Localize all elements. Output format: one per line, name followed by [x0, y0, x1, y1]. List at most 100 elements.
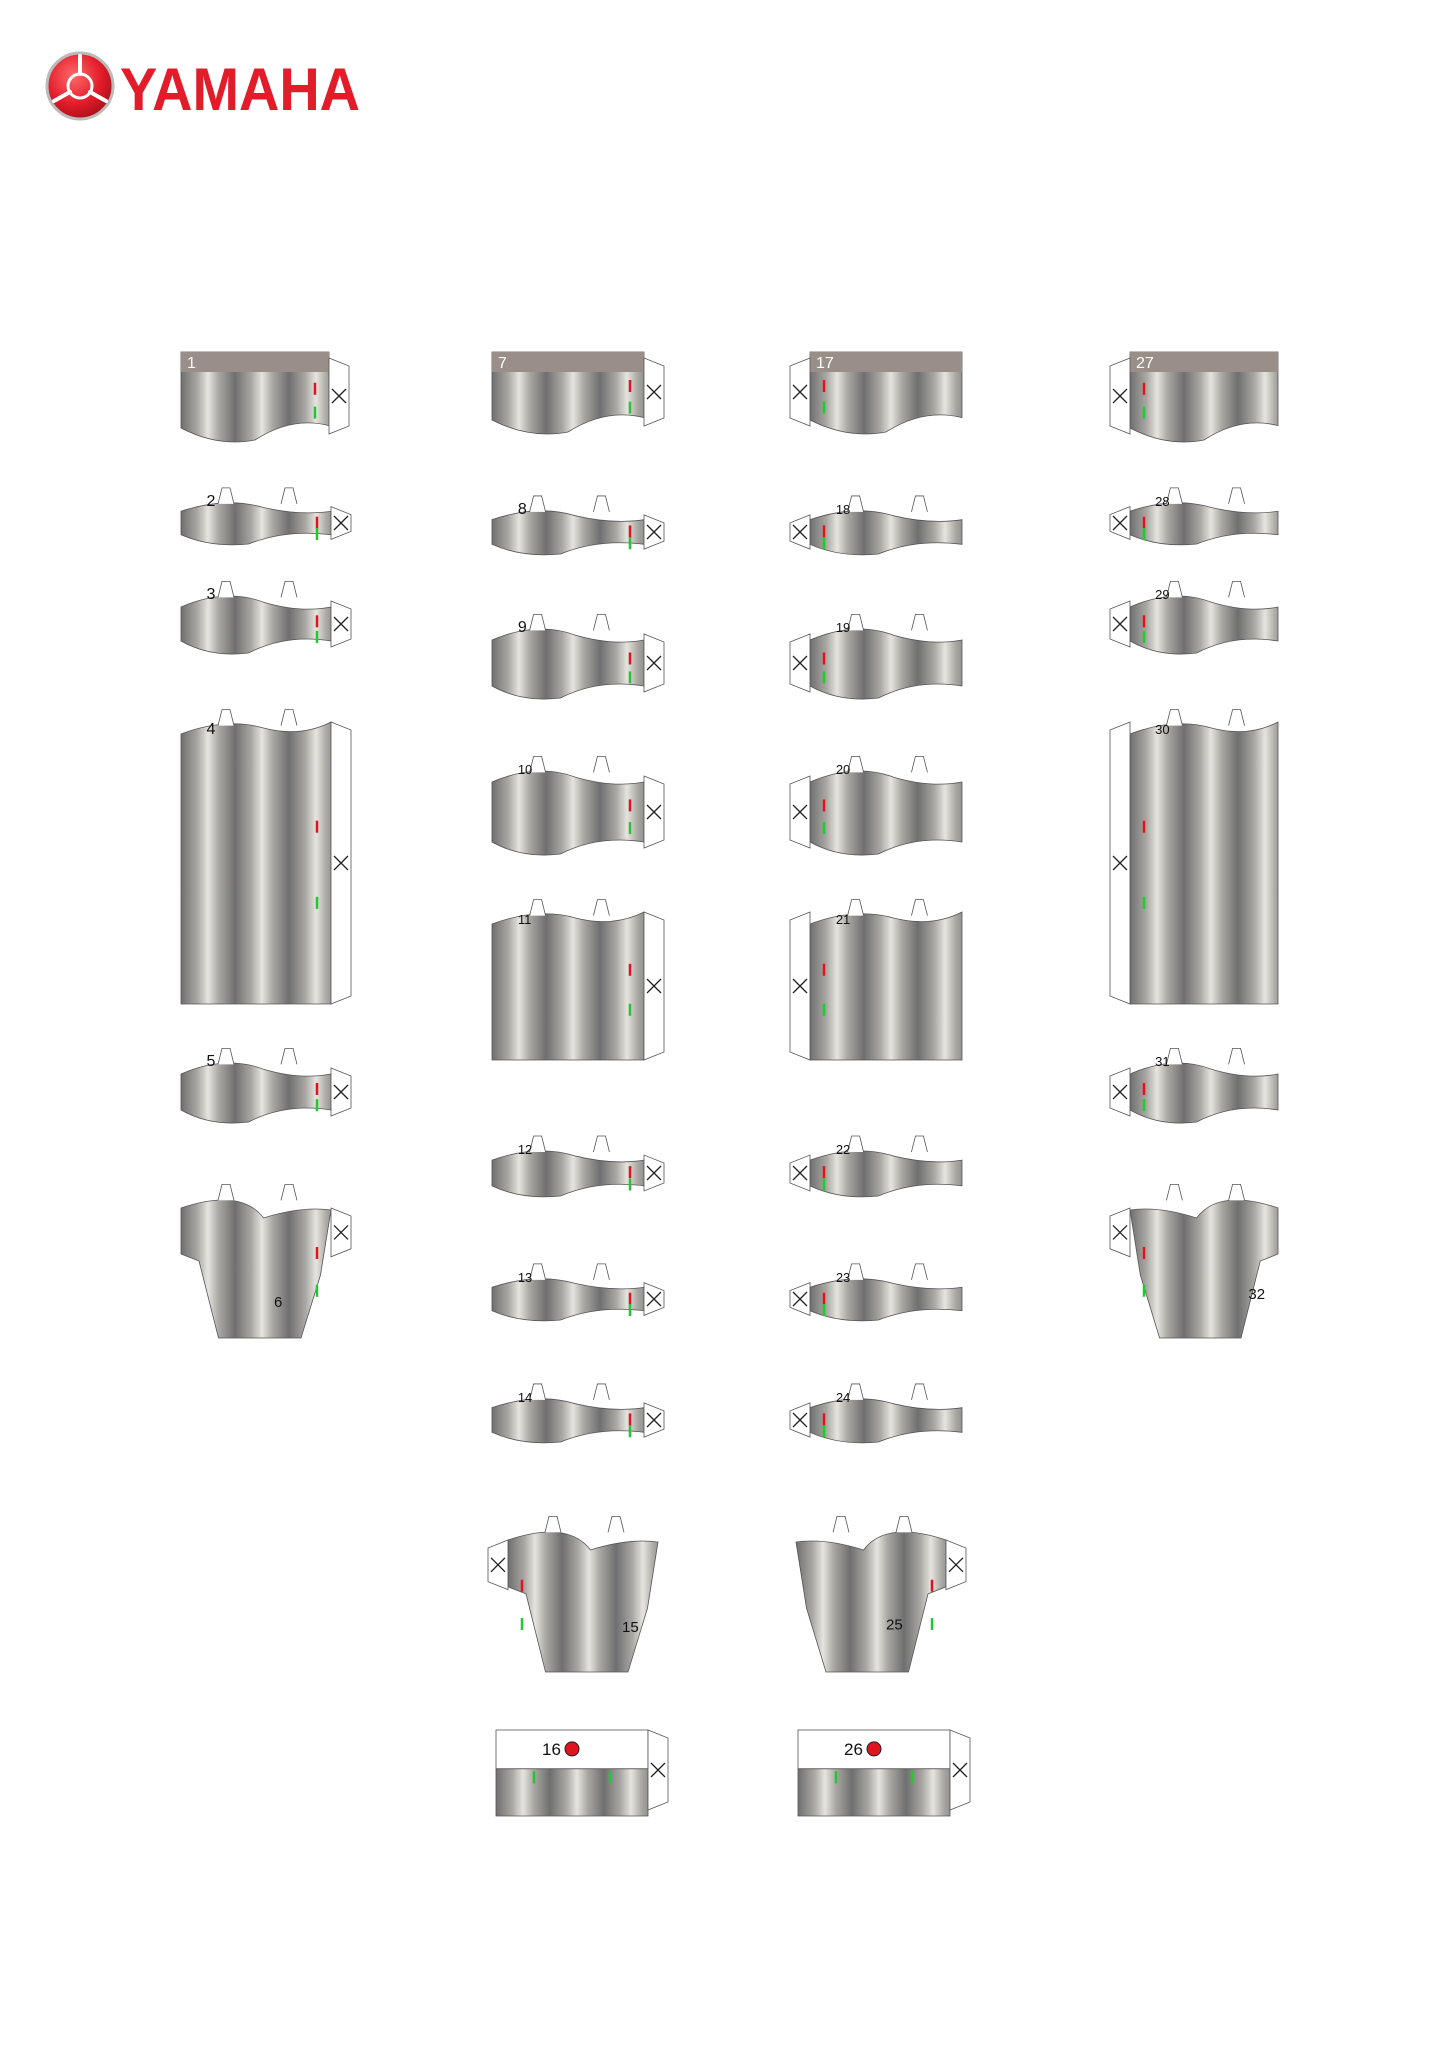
small-glue-flap: [895, 1516, 913, 1533]
piece-7-body: [491, 351, 645, 435]
piece-9: 9: [491, 614, 665, 700]
piece-label: 23: [836, 1270, 850, 1285]
piece-30-body: [1129, 721, 1279, 1005]
piece-label: 6: [274, 1294, 282, 1311]
cut-x-icon: [331, 388, 347, 404]
cut-x-icon: [792, 1165, 808, 1181]
small-glue-flap: [847, 495, 864, 513]
cut-x-icon: [333, 616, 349, 632]
cut-x-icon: [792, 524, 808, 540]
small-glue-flap: [593, 1263, 610, 1280]
piece-label: 15: [622, 1619, 639, 1636]
piece-label: 8: [518, 501, 527, 518]
cut-x-icon: [646, 524, 662, 540]
piece-31-body: [1129, 1062, 1279, 1124]
piece-15: 15: [487, 1516, 659, 1673]
glue-dot-icon: [564, 1741, 580, 1757]
pieces-layer: 1234567891011121314151617181920212223242…: [180, 351, 1279, 1817]
piece-label: 24: [836, 1390, 850, 1405]
piece-16: 16: [495, 1729, 669, 1817]
piece-6: 6: [180, 1184, 352, 1339]
small-glue-flap: [280, 581, 298, 598]
small-glue-flap: [847, 614, 864, 631]
piece-8: 8: [491, 495, 665, 556]
piece-18: 18: [789, 495, 963, 556]
piece-1-body: [180, 351, 330, 443]
cut-x-icon: [490, 1557, 506, 1573]
piece-19-body: [809, 628, 963, 700]
small-glue-flap: [1228, 581, 1245, 598]
small-glue-flap: [847, 1383, 864, 1401]
small-glue-flap: [280, 709, 298, 726]
small-glue-flap: [529, 756, 546, 773]
piece-1-header: [181, 352, 329, 372]
cut-x-icon: [646, 978, 662, 994]
small-glue-flap: [911, 495, 928, 513]
piece-20-body: [809, 770, 963, 856]
small-glue-flap: [593, 1383, 610, 1401]
piece-27-header: [1130, 352, 1278, 372]
small-glue-flap: [847, 899, 864, 916]
cut-x-icon: [792, 384, 808, 400]
small-glue-flap: [1166, 1184, 1183, 1201]
small-glue-flap: [544, 1516, 562, 1533]
small-glue-flap: [217, 1048, 235, 1065]
piece-21-body: [809, 911, 963, 1061]
small-glue-flap: [280, 1048, 298, 1065]
piece-17-header: [810, 352, 962, 372]
small-glue-flap: [1166, 581, 1183, 598]
cut-x-icon: [948, 1557, 964, 1573]
piece-label: 18: [836, 502, 850, 517]
piece-10-body: [491, 770, 645, 856]
small-glue-flap: [280, 487, 298, 504]
small-glue-flap: [847, 1263, 864, 1280]
piece-23-body: [809, 1278, 963, 1322]
piece-24: 24: [789, 1383, 963, 1444]
piece-label: 2: [207, 493, 216, 510]
cut-x-icon: [333, 1224, 349, 1240]
cut-x-icon: [792, 1291, 808, 1307]
brand-wordmark: YAMAHA: [120, 56, 360, 122]
piece-30: 30: [1109, 709, 1279, 1005]
piece-28: 28: [1109, 487, 1279, 546]
small-glue-flap: [593, 614, 610, 631]
piece-4: 4: [180, 709, 352, 1005]
tuning-fork-emblem-icon: [45, 51, 115, 121]
piece-label: 16: [542, 1740, 561, 1759]
cut-x-icon: [1112, 515, 1128, 531]
cut-x-icon: [792, 1412, 808, 1428]
piece-25-body: [795, 1531, 947, 1673]
small-glue-flap: [607, 1516, 625, 1533]
piece-label: 21: [836, 912, 850, 927]
small-glue-flap: [1228, 709, 1245, 726]
piece-label: 9: [518, 619, 527, 636]
cut-x-icon: [646, 1165, 662, 1181]
piece-label: 11: [518, 912, 532, 927]
small-glue-flap: [911, 756, 928, 773]
small-glue-flap: [217, 1184, 235, 1201]
cut-x-icon: [792, 978, 808, 994]
small-glue-flap: [847, 756, 864, 773]
piece-label: 28: [1155, 494, 1169, 509]
piece-1: 1: [180, 351, 350, 443]
piece-26: 26: [797, 1729, 971, 1817]
cut-x-icon: [1112, 1084, 1128, 1100]
small-glue-flap: [529, 1135, 546, 1153]
small-glue-flap: [529, 614, 546, 631]
piece-26-body: [797, 1768, 951, 1817]
piece-13: 13: [491, 1263, 665, 1322]
piece-31: 31: [1109, 1048, 1279, 1124]
piece-label: 32: [1248, 1286, 1265, 1303]
piece-label: 26: [844, 1740, 863, 1759]
piece-12-body: [491, 1150, 645, 1198]
piece-7: 7: [491, 351, 665, 435]
piece-17-body: [809, 351, 963, 435]
small-glue-flap: [280, 1184, 298, 1201]
small-glue-flap: [593, 495, 610, 513]
small-glue-flap: [529, 1383, 546, 1401]
piece-32: 32: [1109, 1184, 1279, 1339]
small-glue-flap: [911, 899, 928, 916]
piece-23: 23: [789, 1263, 963, 1322]
cut-x-icon: [646, 1291, 662, 1307]
piece-2: 2: [180, 487, 352, 546]
